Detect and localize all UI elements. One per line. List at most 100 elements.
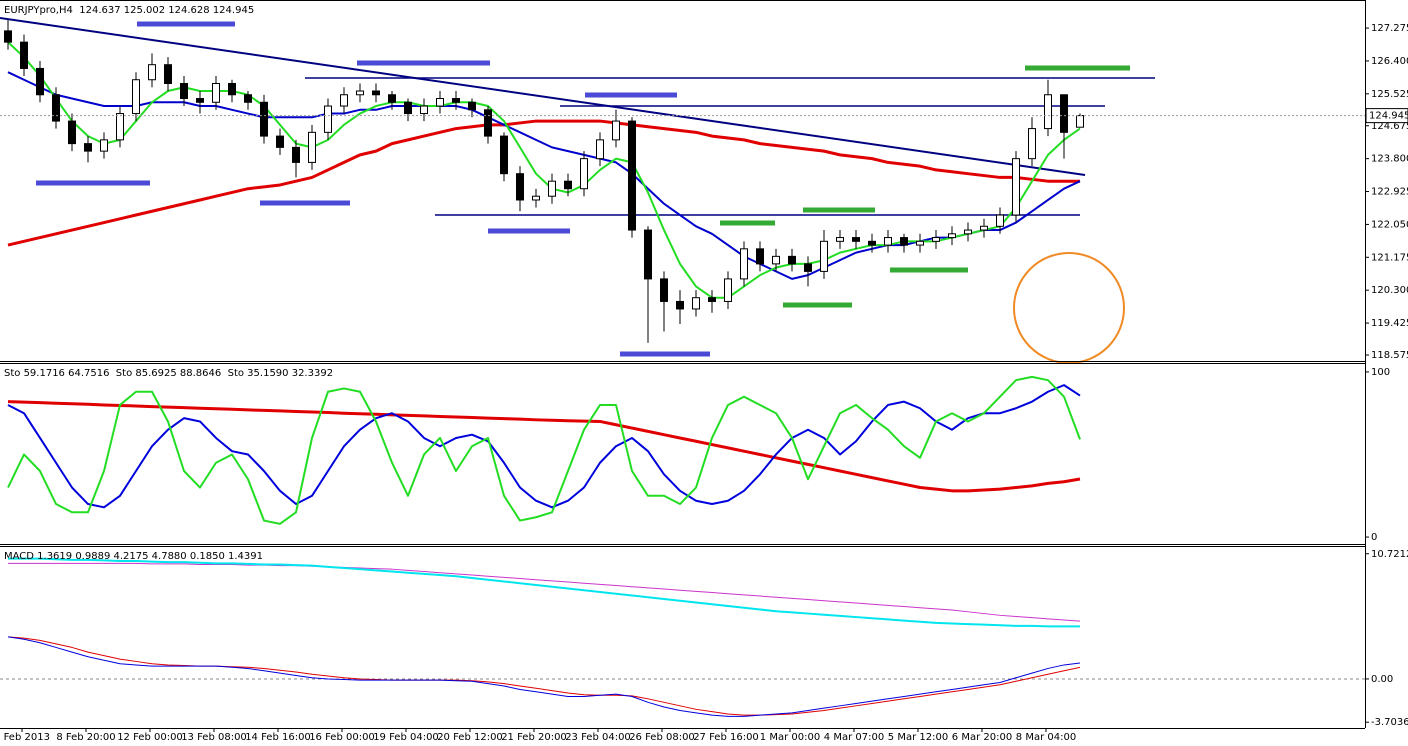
x-tick-label: 6 Mar 20:00 [952,732,1012,743]
y-tick-label: 100 [1371,367,1390,378]
x-tick-label: 8 Mar 04:00 [1016,732,1076,743]
last-price-tag [1365,108,1408,124]
candle-body [20,41,28,69]
x-tick-label: 21 Feb 20:00 [501,732,567,743]
y-tick-label: 126.400 [1371,56,1408,67]
last-price-label: 124.945 [1369,111,1408,122]
candle-body [884,237,892,246]
candle-body [612,120,620,141]
indicator-line [7,119,1080,247]
candle-body [724,278,732,302]
y-tick-label: 119.425 [1371,318,1408,329]
candle-body [68,120,76,145]
candle-body [564,180,572,190]
candle-body [500,135,508,175]
candle-body [4,30,12,43]
support-markers [720,65,1130,308]
x-tick-label: 12 Feb 00:00 [117,732,183,743]
candle-body [244,94,252,103]
trendline [0,17,1086,176]
y-tick-label: -3.7036 [1371,717,1408,728]
x-tick-label: 27 Feb 16:00 [693,732,759,743]
candle-body [932,237,940,242]
candle-body [452,98,460,103]
candle-body [228,82,236,96]
candle-body [804,263,812,272]
candle-body [948,233,956,239]
indicator-line [7,384,1081,509]
x-tick-label: 13 Feb 08:00 [181,732,247,743]
frame [0,0,1366,729]
y-tick-label: 122.925 [1371,187,1408,198]
x-tick-label: 20 Feb 12:00 [437,732,503,743]
indicator-line [8,557,1080,628]
candle-body [404,101,412,115]
x-tick-label: 8 Feb 20:00 [56,732,115,743]
candle-body [980,225,988,231]
candle-body [52,94,60,122]
candle-body [212,82,220,103]
candle-body [756,248,764,265]
y-tick-label: 0 [1371,532,1377,543]
candle-body [260,101,268,137]
indicator-line [8,562,1081,622]
x-tick-label: 26 Feb 08:00 [629,732,695,743]
indicator-line [7,636,1081,717]
panel-title: EURJPYpro,H4 124.637 125.002 124.628 124… [4,5,254,16]
candle-body [548,180,556,197]
x-tick-label: 23 Feb 04:00 [565,732,631,743]
x-tick-label: 1 Mar 00:00 [760,732,820,743]
candle-body [36,67,44,96]
candle-body [660,278,668,302]
candle-body [580,158,588,190]
resistance-markers [36,21,710,357]
candle-body [532,195,540,201]
x-tick-label: 4 Mar 07:00 [824,732,884,743]
candle-body [164,64,172,84]
candle-body [1076,115,1084,128]
candle-body [852,237,860,242]
panel-title: MACD 1.3619 0.9889 4.2175 4.7880 0.1850 … [4,551,263,562]
candle-body [644,229,652,280]
candle-body [420,105,428,115]
candle-body [1028,128,1036,160]
candle-body [196,98,204,103]
candle-body [308,131,316,163]
candle-body [708,297,716,302]
candle-body [436,98,444,107]
candle-body [1060,94,1068,133]
candle-body [132,79,140,115]
drawings [0,17,1155,364]
x-tick-label: 5 Mar 12:00 [888,732,948,743]
candle-body [388,94,396,103]
y-tick-label: 127.275 [1371,23,1408,34]
candle-body [484,109,492,137]
candle-body [964,229,972,235]
y-tick-label: 0.00 [1371,674,1393,685]
indicator-line [7,400,1081,493]
candle-body [916,240,924,246]
candle-body [100,139,108,152]
candle-body [740,248,748,280]
y-tick-label: 10.7212 [1371,549,1408,560]
candle-body [596,139,604,160]
x-tick-label: 7 Feb 2013 [0,732,50,743]
candle-body [276,135,284,148]
candle-body [820,240,828,272]
y-tick-label: 121.175 [1371,252,1408,263]
candle-body [292,146,300,163]
y-tick-label: 124.675 [1371,121,1408,132]
y-tick-label: 122.050 [1371,219,1408,230]
candle-body [116,113,124,141]
candle-body [84,143,92,152]
candle-body [1044,94,1052,130]
y-tick-label: 123.800 [1371,154,1408,165]
panel-title: Sto 59.1716 64.7516 Sto 85.6925 88.8646 … [4,368,333,379]
y-tick-label: 125.525 [1371,89,1408,100]
candle-body [868,240,876,246]
y-tick-label: 118.575 [1371,350,1408,361]
indicator-line [7,375,1081,525]
candle-body [676,300,684,310]
